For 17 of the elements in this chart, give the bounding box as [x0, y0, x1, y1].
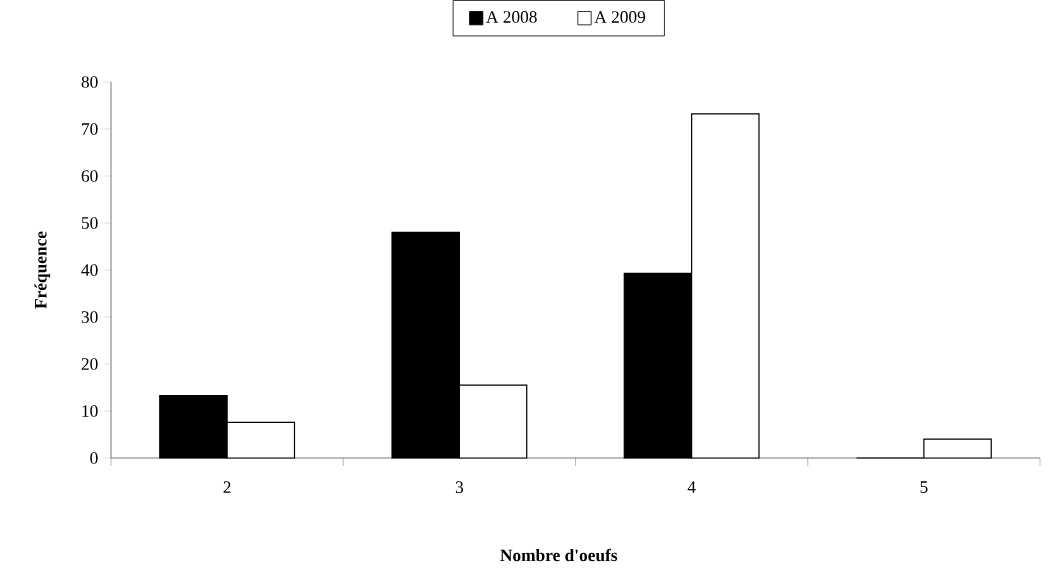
y-tick-label: 40 — [81, 264, 98, 276]
x-axis-title: Nombre d'oeufs — [500, 548, 618, 562]
y-tick-label: 80 — [81, 76, 98, 88]
y-tick-label: 20 — [81, 358, 98, 370]
y-tick-label: 60 — [81, 170, 98, 182]
y-tick-label: 0 — [90, 452, 98, 464]
y-tick-label: 10 — [82, 405, 98, 417]
legend-label: A 2009 — [594, 11, 646, 23]
legend-label: A 2008 — [486, 11, 537, 23]
y-tick-label: 30 — [81, 311, 98, 323]
y-tick-label: 70 — [82, 123, 98, 135]
y-tick-label: 50 — [81, 217, 98, 229]
x-tick-label: 2 — [223, 481, 231, 493]
y-axis-title: Fréquence — [34, 231, 51, 309]
x-tick-label: 5 — [920, 481, 928, 493]
x-tick-label: 4 — [687, 481, 696, 493]
x-tick-label: 3 — [455, 481, 464, 494]
